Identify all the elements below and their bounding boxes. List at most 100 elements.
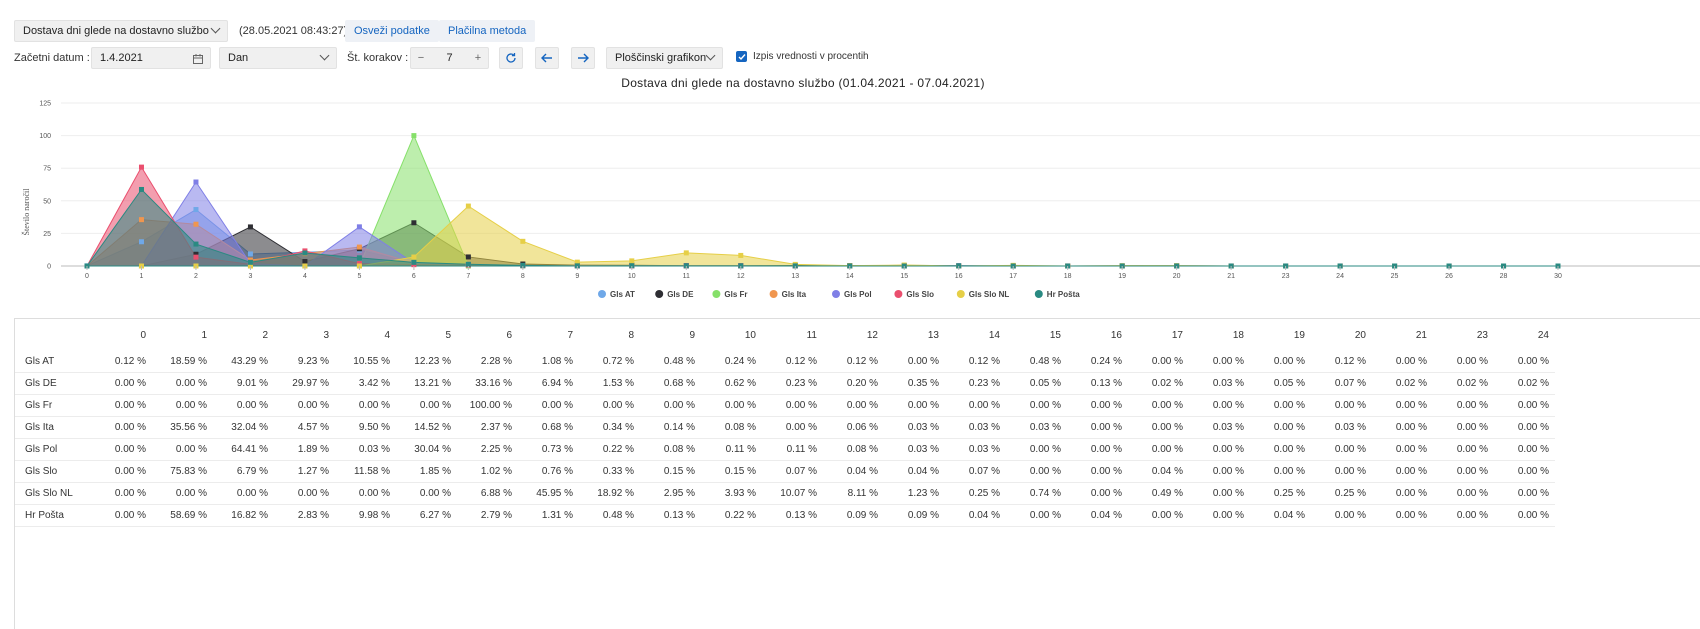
legend-marker: [598, 290, 606, 298]
table-cell: 0.00 %: [1372, 351, 1433, 373]
period-select[interactable]: Dan: [219, 47, 337, 69]
table-cell: 0.00 %: [1494, 504, 1555, 527]
table-cell: 0.00 %: [396, 394, 457, 417]
table-cell: 18.59 %: [152, 351, 213, 373]
table-cell: 0.03 %: [945, 416, 1006, 439]
report-select[interactable]: Dostava dni glede na dostavno službo: [14, 20, 228, 42]
steps-value[interactable]: 7: [446, 52, 453, 64]
data-point: [956, 263, 962, 269]
table-cell: 0.00 %: [1067, 482, 1128, 505]
row-label: Gls Pol: [15, 438, 91, 461]
report-select-value: Dostava dni glede na dostavno službo: [23, 25, 209, 37]
table-cell: 0.00 %: [884, 394, 945, 417]
table-cell: 0.06 %: [823, 416, 884, 439]
reload-button[interactable]: [499, 47, 523, 69]
table-cell: 0.68 %: [640, 372, 701, 395]
data-point: [1119, 263, 1125, 269]
table-cell: 0.25 %: [945, 482, 1006, 505]
data-point: [629, 263, 635, 269]
table-cell: 35.56 %: [152, 416, 213, 439]
increment-button[interactable]: +: [474, 52, 482, 64]
percent-checkbox[interactable]: Izpis vrednosti v procentih: [736, 51, 869, 62]
table-cell: 0.00 %: [1128, 416, 1189, 439]
table-cell: 0.07 %: [945, 460, 1006, 483]
table-cell: 0.04 %: [1067, 504, 1128, 527]
refresh-data-button[interactable]: Osveži podatke: [345, 20, 439, 42]
start-date-input[interactable]: 1.4.2021: [91, 47, 211, 69]
x-tick-label: 25: [1391, 273, 1399, 280]
table-cell: 0.09 %: [823, 504, 884, 527]
table-cell: 1.85 %: [396, 460, 457, 483]
table-cell: 0.24 %: [701, 351, 762, 373]
data-point: [574, 259, 580, 265]
table-row: Gls DE 0.00 % 0.00 % 9.01 % 29.97 % 3.42 % 13.…: [15, 372, 1555, 395]
table-cell: 0.00 %: [1494, 460, 1555, 483]
table-cell: 0.00 %: [1372, 460, 1433, 483]
table-cell: 0.00 %: [91, 372, 152, 395]
table-cell: 0.00 %: [152, 438, 213, 461]
y-tick-label: 100: [39, 133, 51, 140]
column-header: 11: [806, 329, 817, 341]
data-point: [520, 238, 526, 244]
steps-stepper[interactable]: − 7 +: [410, 47, 489, 69]
column-header: 14: [988, 329, 1000, 341]
table-cell: 0.00 %: [1433, 416, 1494, 439]
chevron-down-icon: [210, 23, 221, 34]
y-tick-label: 0: [47, 264, 51, 271]
table-cell: 0.00 %: [1433, 351, 1494, 373]
data-point: [138, 217, 144, 223]
x-tick-label: 24: [1336, 273, 1344, 280]
x-tick-label: 3: [248, 273, 252, 280]
data-point: [574, 263, 580, 269]
table-cell: 0.04 %: [1250, 504, 1311, 527]
data-point: [465, 203, 471, 209]
table-cell: 0.00 %: [1433, 394, 1494, 417]
x-tick-label: 12: [737, 273, 745, 280]
x-tick-label: 26: [1445, 273, 1453, 280]
table-row: Gls Ita 0.00 % 35.56 % 32.04 % 4.57 % 9.50 % 1…: [15, 416, 1555, 439]
y-tick-label: 75: [43, 166, 51, 173]
table-cell: 0.74 %: [1006, 482, 1067, 505]
table-cell: 11.58 %: [335, 460, 396, 483]
table-row: Gls Slo NL 0.00 % 0.00 % 0.00 % 0.00 % 0.00 %…: [15, 482, 1555, 505]
chart-type-select[interactable]: Ploščinski grafikon: [606, 47, 723, 69]
data-point: [138, 186, 144, 192]
x-tick-label: 11: [683, 273, 690, 280]
payment-method-button[interactable]: Plačilna metoda: [439, 20, 536, 42]
data-table: 0 1 2 3 4 5 6 7 8 9 10 11 12 13 14 15 16 17 18 19 20 21 23 24 G…: [14, 318, 1700, 629]
decrement-button[interactable]: −: [417, 52, 425, 64]
table-cell: 0.14 %: [640, 416, 701, 439]
series-area: [86, 166, 1558, 267]
table-cell: 1.08 %: [518, 351, 579, 373]
table-cell: 18.92 %: [579, 482, 640, 505]
data-point: [683, 263, 689, 269]
refresh-icon: [506, 53, 516, 63]
x-tick-label: 16: [955, 273, 963, 280]
table-cell: 0.00 %: [91, 416, 152, 439]
table-cell: 13.21 %: [396, 372, 457, 395]
calendar-icon[interactable]: [193, 54, 203, 64]
table-cell: 0.00 %: [1311, 460, 1372, 483]
row-label: Gls Ita: [15, 416, 91, 439]
table-cell: 0.00 %: [1494, 482, 1555, 505]
table-cell: 0.00 %: [335, 482, 396, 505]
legend-label: Gls Ita: [782, 290, 807, 299]
table-cell: 0.04 %: [945, 504, 1006, 527]
next-button[interactable]: [571, 47, 595, 69]
table-cell: 0.00 %: [1494, 438, 1555, 461]
checkbox-checked-icon[interactable]: [736, 51, 747, 62]
table-cell: 0.00 %: [396, 482, 457, 505]
row-label: Gls Fr: [15, 394, 91, 417]
data-point: [193, 251, 199, 257]
table-cell: 0.12 %: [762, 351, 823, 373]
column-header: 17: [1171, 329, 1183, 341]
table-cell: 0.00 %: [1128, 504, 1189, 527]
table-cell: 2.79 %: [457, 504, 518, 527]
table-cell: 0.00 %: [823, 394, 884, 417]
table-cell: 100.00 %: [457, 394, 518, 417]
previous-button[interactable]: [535, 47, 559, 69]
legend-label: Gls AT: [610, 290, 635, 299]
data-point: [847, 263, 853, 269]
column-header: 5: [445, 329, 451, 341]
column-header: 20: [1354, 329, 1366, 341]
